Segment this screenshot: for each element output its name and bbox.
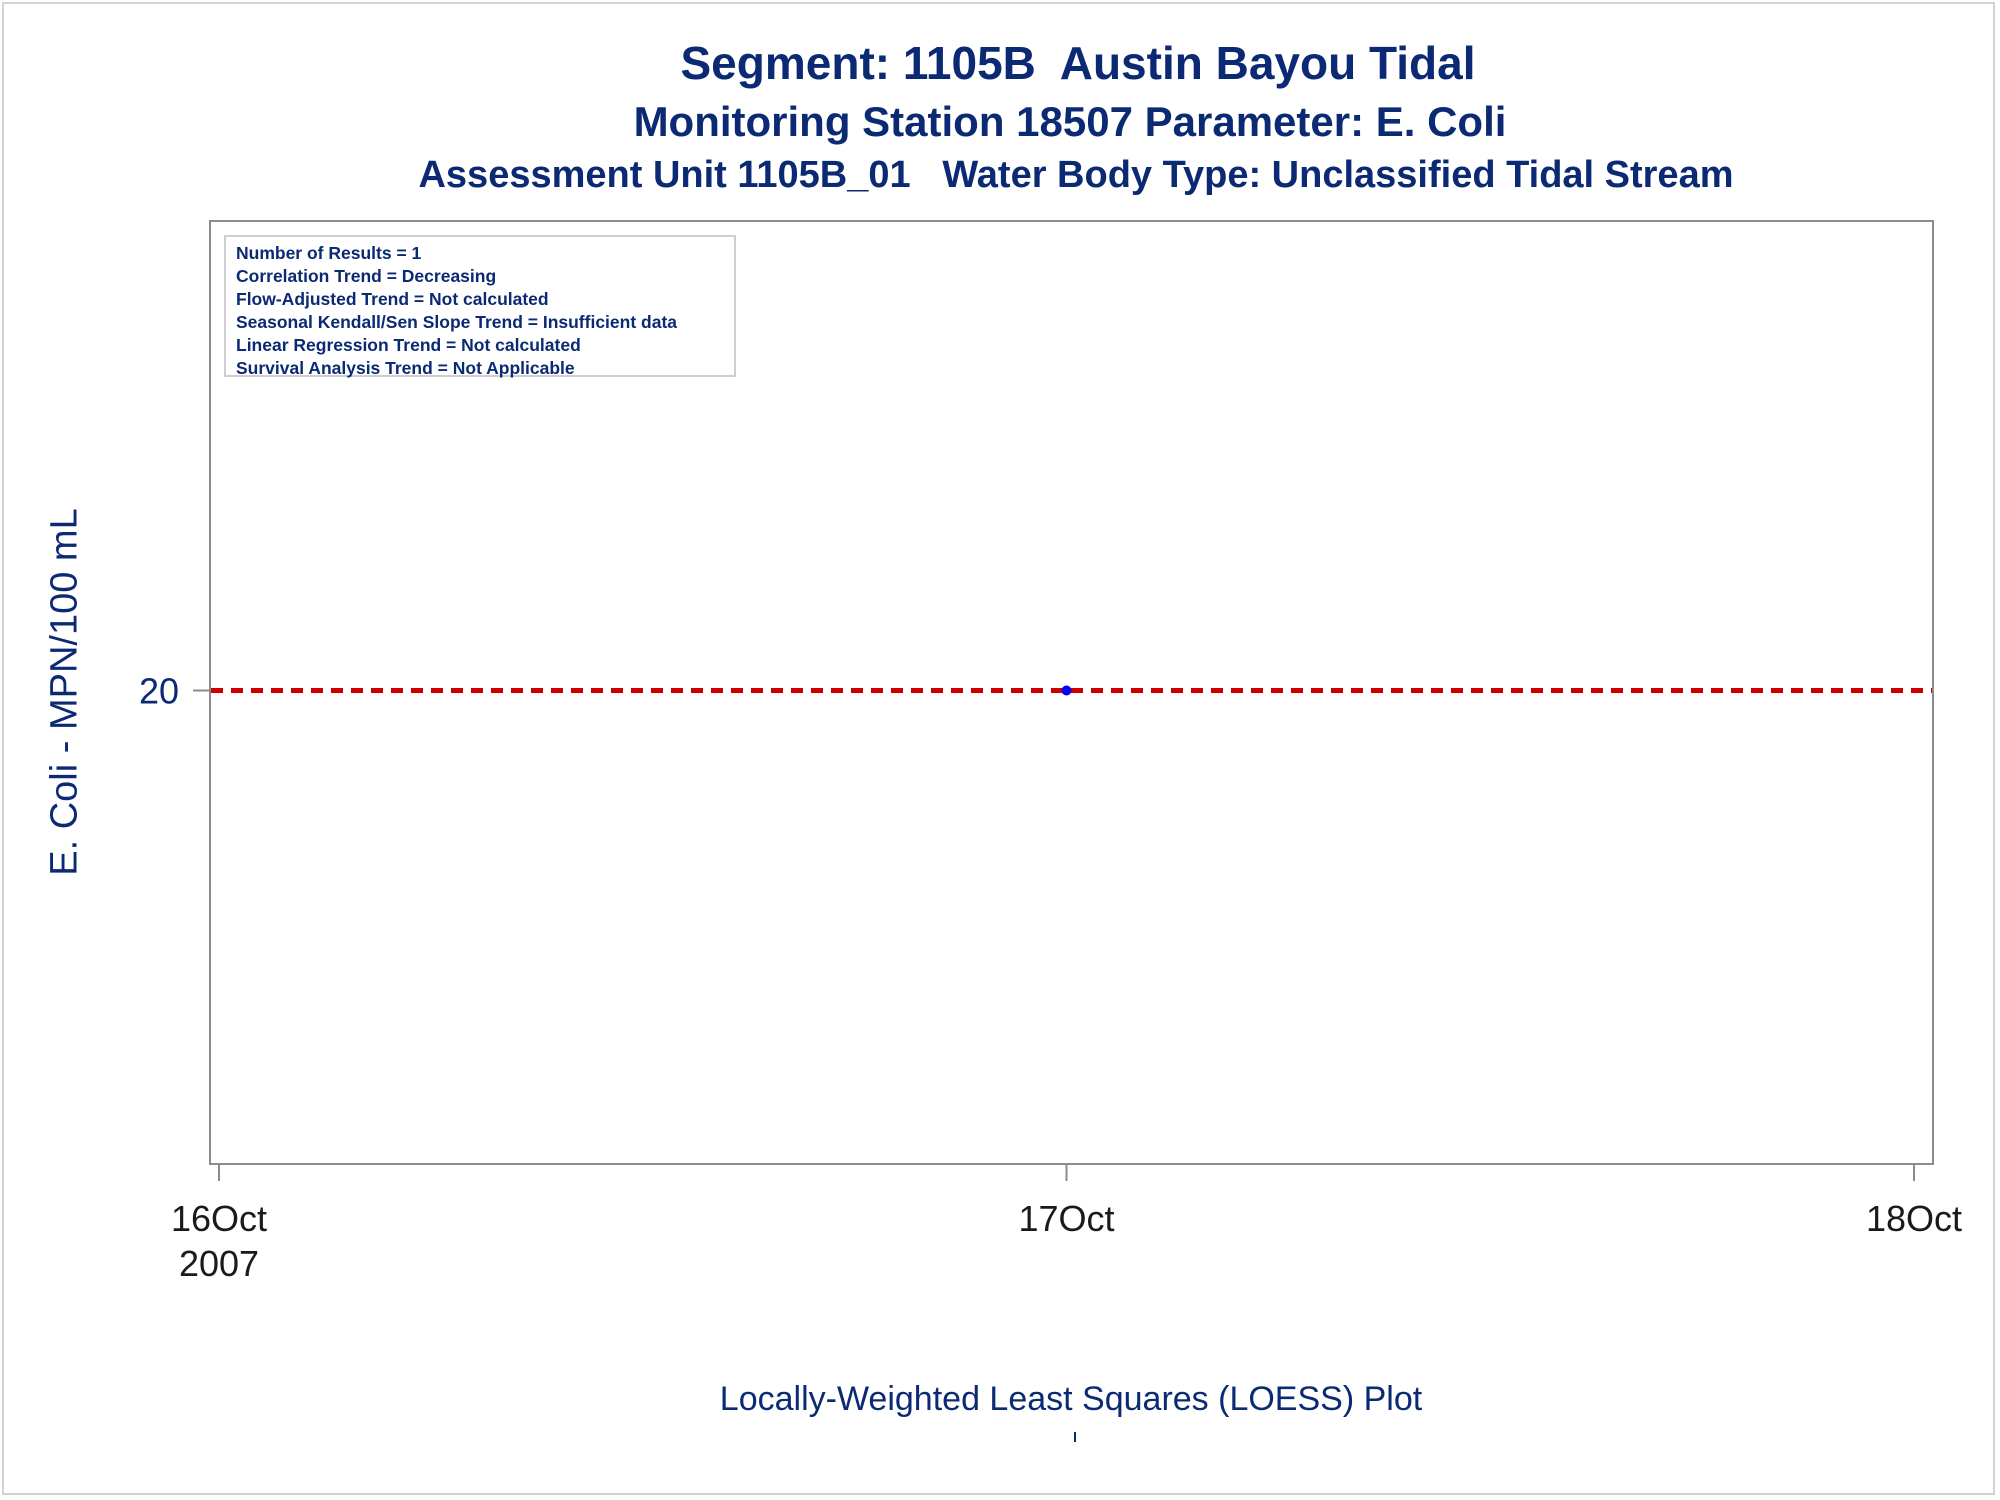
legend-line-results: Number of Results = 1 <box>236 243 422 263</box>
trend-info-box: Number of Results = 1 Correlation Trend … <box>224 235 736 378</box>
legend-line-seasonal: Seasonal Kendall/Sen Slope Trend = Insuf… <box>236 312 678 332</box>
y-axis-label: E. Coli - MPN/100 mL <box>43 508 86 876</box>
loess-footnote: Locally-Weighted Least Squares (LOESS) P… <box>719 1380 1423 1418</box>
chart-subtitle-assessment: Assessment Unit 1105B_01 Water Body Type… <box>418 154 1734 196</box>
chart-subtitle-station: Monitoring Station 18507 Parameter: E. C… <box>633 98 1507 145</box>
legend-line-flow: Flow-Adjusted Trend = Not calculated <box>236 289 549 309</box>
legend-line-regression: Linear Regression Trend = Not calculated <box>236 335 581 355</box>
plot-area <box>209 220 1934 1165</box>
legend-line-correlation: Correlation Trend = Decreasing <box>236 266 497 286</box>
legend-line-survival: Survival Analysis Trend = Not Applicable <box>236 358 575 378</box>
footnote-tick <box>1074 1432 1076 1442</box>
chart-title: Segment: 1105B Austin Bayou Tidal <box>680 37 1476 89</box>
